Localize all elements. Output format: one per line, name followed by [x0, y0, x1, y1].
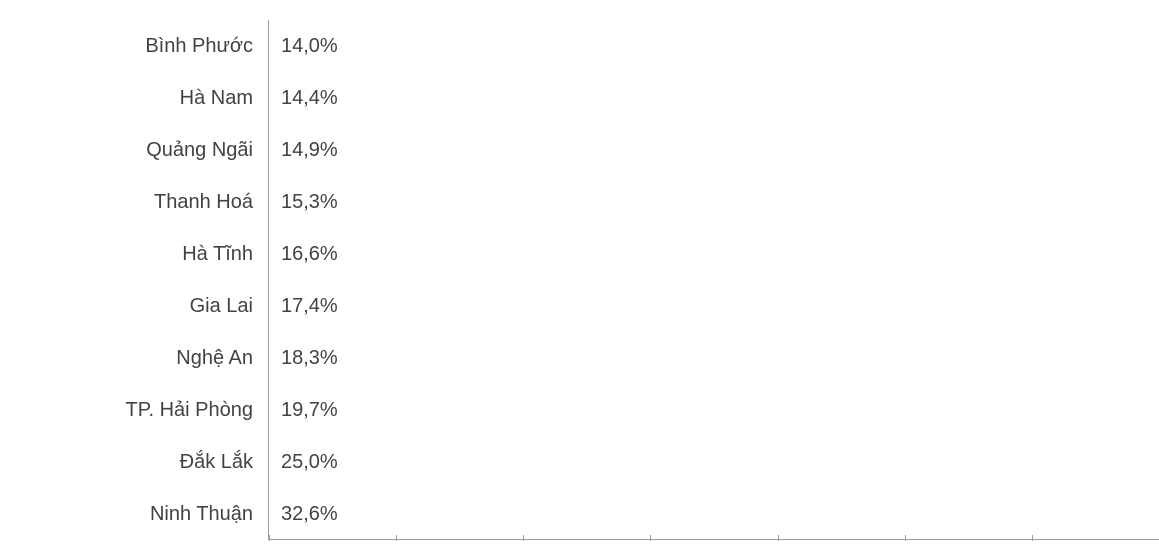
category-label: Hà Tĩnh	[0, 243, 268, 266]
category-label: Nghệ An	[0, 347, 268, 370]
x-tick	[778, 535, 779, 541]
bar-row: 32,6%	[269, 488, 338, 540]
value-label: 14,4%	[281, 87, 338, 110]
x-tick	[269, 535, 270, 541]
category-label: Đắk Lắk	[0, 451, 268, 474]
value-label: 15,3%	[281, 191, 338, 214]
bar-row: 14,0%	[269, 20, 338, 72]
bar-row: 18,3%	[269, 332, 338, 384]
bar-row: 19,7%	[269, 384, 338, 436]
category-label: Hà Nam	[0, 87, 268, 110]
category-label: Quảng Ngãi	[0, 139, 268, 162]
value-label: 16,6%	[281, 243, 338, 266]
value-label: 19,7%	[281, 399, 338, 422]
bar-row: 14,9%	[269, 124, 338, 176]
plot-area: 14,0% 14,4% 14,9% 15,3% 16,6% 17,4% 18,3% 19,7%…	[268, 20, 1159, 540]
bar-row: 17,4%	[269, 280, 338, 332]
category-labels-column: Bình Phước Hà Nam Quảng Ngãi Thanh Hoá Hà Tĩ…	[0, 20, 268, 540]
category-label: Ninh Thuận	[0, 503, 268, 526]
x-tick	[1032, 535, 1033, 541]
value-label: 18,3%	[281, 347, 338, 370]
value-label: 25,0%	[281, 451, 338, 474]
x-tick	[650, 535, 651, 541]
bar-row: 16,6%	[269, 228, 338, 280]
category-label: Bình Phước	[0, 35, 268, 58]
value-label: 14,9%	[281, 139, 338, 162]
category-label: Gia Lai	[0, 295, 268, 318]
value-label: 14,0%	[281, 35, 338, 58]
bar-row: 25,0%	[269, 436, 338, 488]
x-tick	[905, 535, 906, 541]
x-tick	[523, 535, 524, 541]
x-tick	[396, 535, 397, 541]
bar-row: 14,4%	[269, 72, 338, 124]
bar-row: 15,3%	[269, 176, 338, 228]
category-label: Thanh Hoá	[0, 191, 268, 214]
value-label: 32,6%	[281, 503, 338, 526]
chart-container: Bình Phước Hà Nam Quảng Ngãi Thanh Hoá Hà Tĩ…	[0, 20, 1159, 540]
x-axis-baseline	[269, 539, 1159, 540]
category-label: TP. Hải Phòng	[0, 399, 268, 422]
value-label: 17,4%	[281, 295, 338, 318]
